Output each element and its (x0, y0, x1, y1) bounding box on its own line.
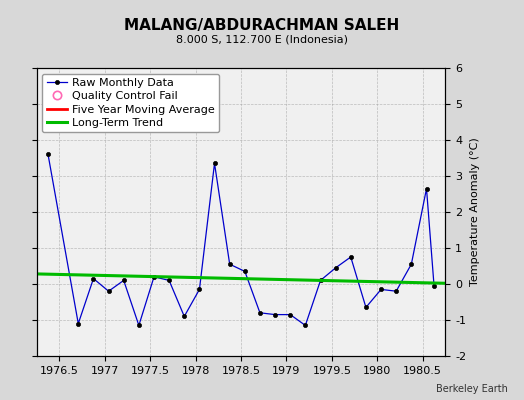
Raw Monthly Data (196, 287, 203, 292)
Raw Monthly Data (136, 323, 142, 328)
Text: MALANG/ABDURACHMAN SALEH: MALANG/ABDURACHMAN SALEH (124, 18, 400, 33)
Raw Monthly Data (393, 289, 399, 294)
Y-axis label: Temperature Anomaly (°C): Temperature Anomaly (°C) (471, 138, 481, 286)
Raw Monthly Data (181, 314, 188, 319)
Raw Monthly Data (287, 312, 293, 317)
Raw Monthly Data (333, 266, 339, 270)
Text: Berkeley Earth: Berkeley Earth (436, 384, 508, 394)
Raw Monthly Data (121, 278, 127, 283)
Raw Monthly Data (431, 283, 437, 288)
Text: 8.000 S, 112.700 E (Indonesia): 8.000 S, 112.700 E (Indonesia) (176, 34, 348, 44)
Raw Monthly Data (75, 321, 81, 326)
Raw Monthly Data (272, 312, 278, 317)
Raw Monthly Data (257, 310, 263, 315)
Raw Monthly Data (211, 161, 217, 166)
Raw Monthly Data (226, 262, 233, 266)
Raw Monthly Data (318, 278, 324, 283)
Raw Monthly Data (408, 262, 414, 266)
Raw Monthly Data (363, 305, 369, 310)
Raw Monthly Data (105, 289, 112, 294)
Raw Monthly Data (347, 255, 354, 260)
Raw Monthly Data (302, 323, 309, 328)
Raw Monthly Data (423, 186, 430, 191)
Raw Monthly Data (166, 278, 172, 283)
Legend: Raw Monthly Data, Quality Control Fail, Five Year Moving Average, Long-Term Tren: Raw Monthly Data, Quality Control Fail, … (42, 74, 220, 132)
Raw Monthly Data (45, 152, 51, 157)
Line: Raw Monthly Data: Raw Monthly Data (46, 152, 436, 328)
Raw Monthly Data (378, 287, 384, 292)
Raw Monthly Data (151, 274, 157, 279)
Raw Monthly Data (90, 276, 96, 281)
Raw Monthly Data (242, 269, 248, 274)
